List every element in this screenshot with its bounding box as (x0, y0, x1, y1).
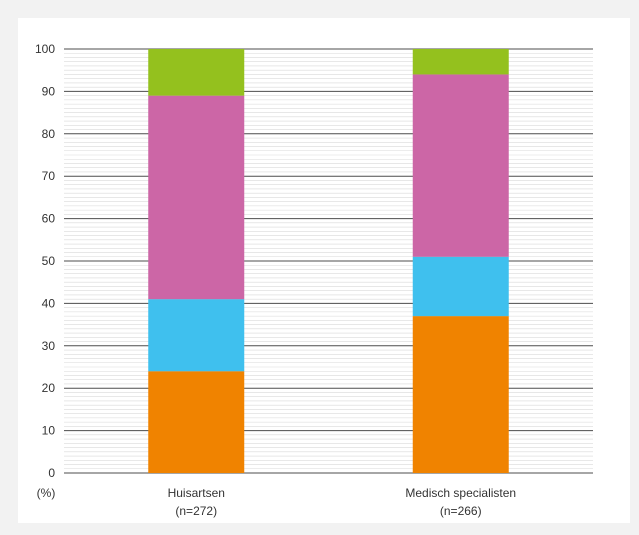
y-axis: 0 10 20 30 40 50 60 70 80 90 100 (%) (35, 42, 55, 500)
y-tick-label: 10 (42, 424, 56, 438)
y-tick-label: 70 (42, 169, 56, 183)
bar-segment-1 (148, 299, 245, 372)
bar-segment-2 (148, 95, 245, 300)
bar-segment-2 (412, 74, 509, 257)
y-tick-label: 0 (48, 466, 55, 480)
x-category-label: Medisch specialisten (405, 486, 516, 500)
bars-group (148, 49, 509, 473)
y-tick-label: 60 (42, 212, 56, 226)
y-tick-label: 100 (35, 42, 55, 56)
y-tick-label: 50 (42, 254, 56, 268)
bar-segment-1 (412, 256, 509, 317)
x-category-count: (n=272) (175, 504, 217, 518)
chart-panel (18, 18, 630, 523)
bar-segment-0 (412, 316, 509, 473)
y-tick-label: 40 (42, 296, 56, 310)
x-axis: Huisartsen (n=272) Medisch specialisten (n=… (168, 486, 517, 518)
x-category-label: Huisartsen (168, 486, 225, 500)
y-tick-label: 30 (42, 339, 56, 353)
x-category-count: (n=266) (440, 504, 482, 518)
y-tick-label: 90 (42, 84, 56, 98)
bar-segment-0 (148, 371, 245, 473)
y-unit-label: (%) (37, 486, 56, 500)
bar-segment-3 (412, 49, 509, 75)
y-tick-label: 80 (42, 127, 56, 141)
y-tick-label: 20 (42, 381, 56, 395)
bar-segment-3 (148, 49, 245, 96)
